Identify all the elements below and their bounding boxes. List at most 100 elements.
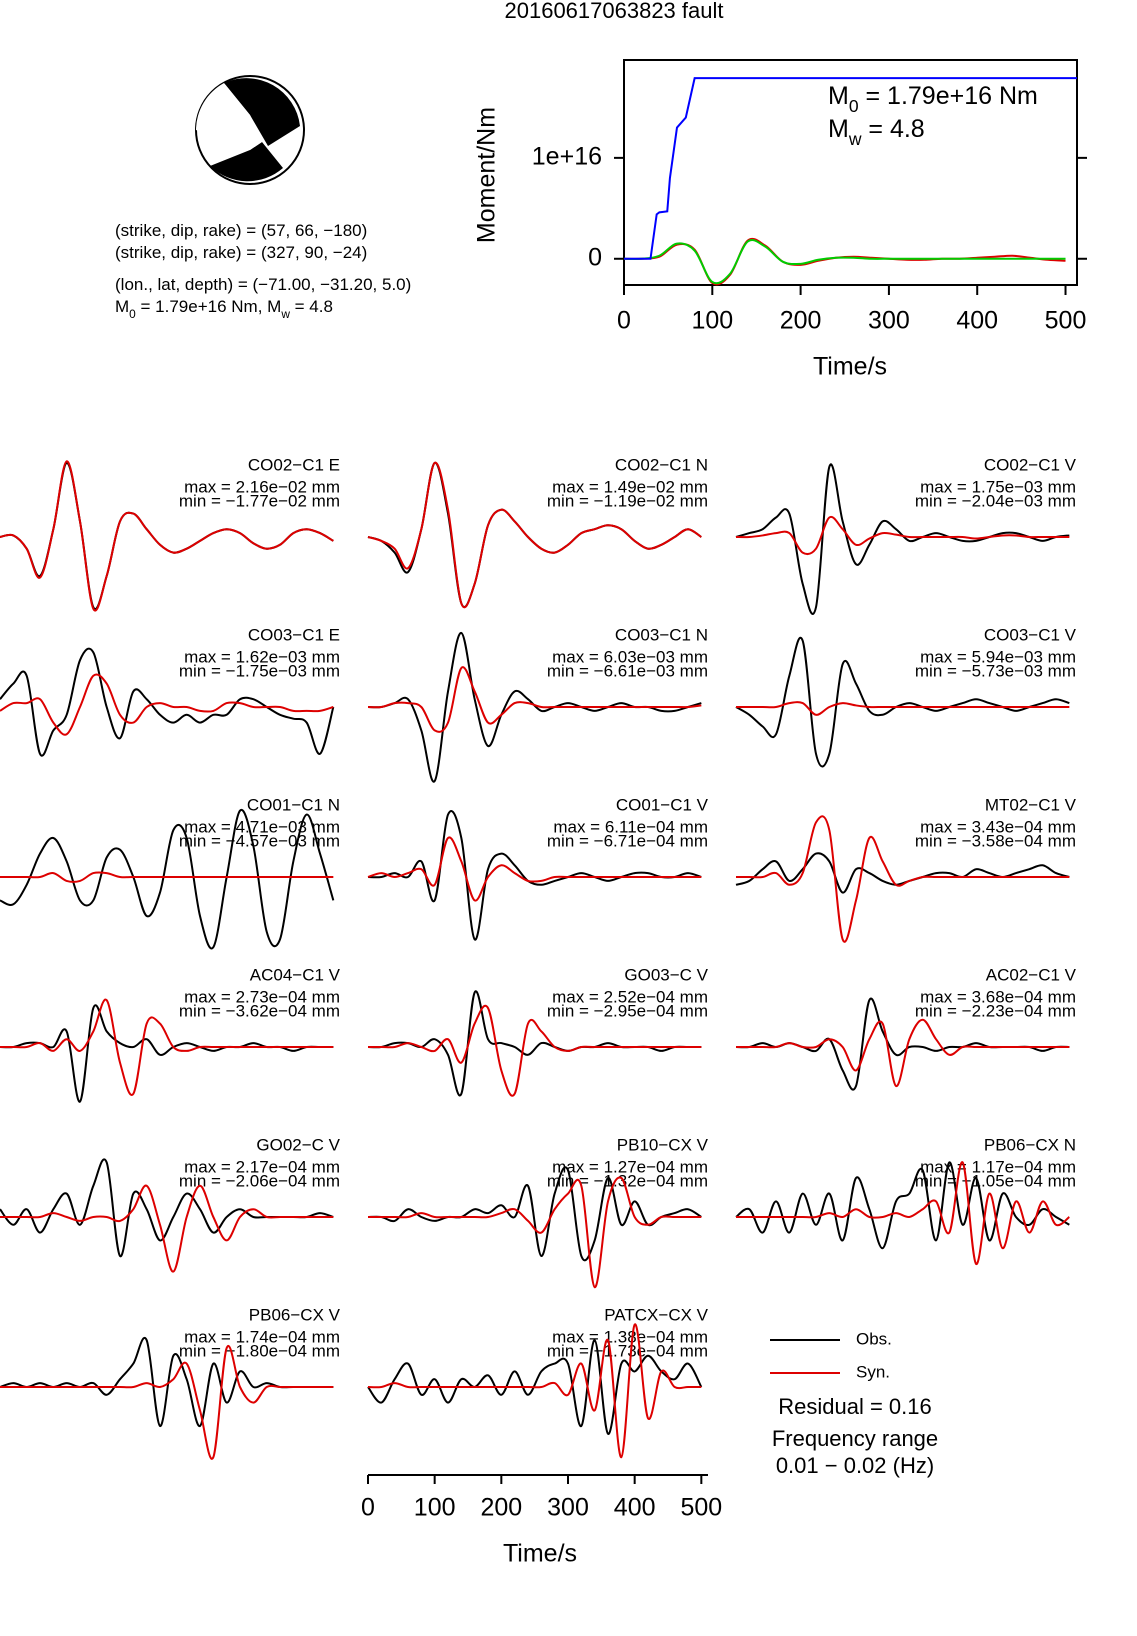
legend-label: Obs.: [856, 1329, 892, 1348]
station-label: CO03−C1 N: [615, 625, 708, 644]
max-label: max = 2.16e−02 mm: [184, 477, 340, 496]
synthetic-trace: [0, 1344, 334, 1460]
max-label: max = 4.71e−03 mm: [184, 817, 340, 836]
min-label: min = −1.75e−03 mm: [179, 661, 340, 680]
min-label: min = −3.62e−04 mm: [179, 1001, 340, 1020]
station-label: PB10−CX V: [617, 1135, 709, 1154]
max-label: max = 2.52e−04 mm: [552, 987, 708, 1006]
y-tick-label: 1e+16: [532, 142, 602, 170]
x-tick-label: 300: [547, 1494, 589, 1522]
max-label: max = 1.38e−04 mm: [552, 1327, 708, 1346]
x-tick-label: 100: [414, 1494, 456, 1522]
station-label: CO02−C1 V: [984, 455, 1077, 474]
max-label: max = 2.73e−04 mm: [184, 987, 340, 1006]
station-label: CO03−C1 E: [248, 625, 340, 644]
station-label: CO02−C1 E: [248, 455, 340, 474]
station-label: AC04−C1 V: [250, 965, 341, 984]
subscript: 0: [849, 96, 859, 116]
beach-ball-quadrant: [210, 142, 283, 182]
synthetic-trace: [368, 1176, 702, 1289]
min-label: min = −6.71e−04 mm: [547, 831, 708, 850]
min-label: min = −1.19e−02 mm: [547, 491, 708, 510]
x-tick-label: 0: [361, 1494, 375, 1522]
synthetic-trace: [368, 1004, 702, 1097]
x-tick-label: 300: [868, 307, 910, 335]
min-label: min = −5.73e−03 mm: [915, 661, 1076, 680]
max-label: max = 3.43e−04 mm: [920, 817, 1076, 836]
station-label: GO03−C V: [624, 965, 708, 984]
min-label: min = −2.04e−03 mm: [915, 491, 1076, 510]
station-label: CO01−C1 N: [247, 795, 340, 814]
synthetic-trace: [367, 836, 702, 902]
moment-curve: [623, 239, 1066, 285]
observed-trace: [735, 463, 1070, 615]
moment-curve: [624, 77, 1077, 260]
y-axis-label: Moment/Nm: [473, 107, 501, 243]
synthetic-trace: [736, 701, 1070, 716]
min-label: min = −6.61e−03 mm: [547, 661, 708, 680]
text-part: M: [828, 115, 849, 143]
mechanism-text: (strike, dip, rake) = (57, 66, −180) (str…: [115, 221, 411, 321]
observed-trace: [0, 647, 335, 757]
synthetic-trace: [735, 515, 1070, 556]
max-label: max = 1.27e−04 mm: [552, 1157, 708, 1176]
x-tick-label: 100: [691, 307, 733, 335]
observed-trace: [735, 636, 1070, 768]
synthetic-trace: [0, 673, 334, 736]
text-part: = 4.8: [861, 115, 924, 143]
frequency-range: 0.01 − 0.02 (Hz): [776, 1453, 934, 1478]
synthetic-trace: [736, 1018, 1070, 1088]
x-tick-label: 200: [780, 307, 822, 335]
max-label: max = 2.17e−04 mm: [184, 1157, 340, 1176]
min-label: min = −1.80e−04 mm: [179, 1341, 340, 1360]
max-label: max = 6.03e−03 mm: [552, 647, 708, 666]
text-part: = 1.79e+16 Nm: [859, 82, 1038, 110]
x-tick-label: 500: [680, 1494, 722, 1522]
station-label: PATCX−CX V: [604, 1305, 708, 1324]
mechanism-line: (lon., lat, depth) = (−71.00, −31.20, 5.…: [115, 275, 411, 294]
max-label: max = 1.74e−04 mm: [184, 1327, 340, 1346]
station-label: CO01−C1 V: [616, 795, 709, 814]
min-label: min = −2.95e−04 mm: [547, 1001, 708, 1020]
max-label: max = 1.62e−03 mm: [184, 647, 340, 666]
x-axis-label: Time/s: [503, 1540, 577, 1568]
mechanism-line: (strike, dip, rake) = (327, 90, −24): [115, 243, 367, 262]
station-label: GO02−C V: [256, 1135, 340, 1154]
max-label: max = 1.49e−02 mm: [552, 477, 708, 496]
y-tick-label: 0: [588, 243, 602, 271]
plot-frame: [623, 59, 1078, 286]
x-tick-label: 400: [956, 307, 998, 335]
synthetic-trace: [736, 1161, 1070, 1265]
min-label: min = −1.73e−04 mm: [547, 1341, 708, 1360]
subscript: w: [848, 129, 862, 149]
min-label: min = −1.32e−04 mm: [547, 1171, 708, 1190]
residual: Residual = 0.16: [778, 1394, 932, 1419]
frequency-title: Frequency range: [772, 1426, 938, 1451]
min-label: min = −3.58e−04 mm: [915, 831, 1076, 850]
synthetic-trace: [0, 871, 334, 883]
min-label: min = −2.23e−04 mm: [915, 1001, 1076, 1020]
x-tick-label: 0: [617, 307, 631, 335]
min-label: min = −1.77e−02 mm: [179, 491, 340, 510]
subscript: w: [280, 307, 290, 321]
subscript: 0: [129, 307, 136, 321]
text-part: = 4.8: [290, 297, 333, 316]
station-label: CO02−C1 N: [615, 455, 708, 474]
x-axis-label: Time/s: [813, 353, 887, 381]
max-label: max = 6.11e−04 mm: [553, 817, 708, 836]
x-tick-label: 200: [480, 1494, 522, 1522]
